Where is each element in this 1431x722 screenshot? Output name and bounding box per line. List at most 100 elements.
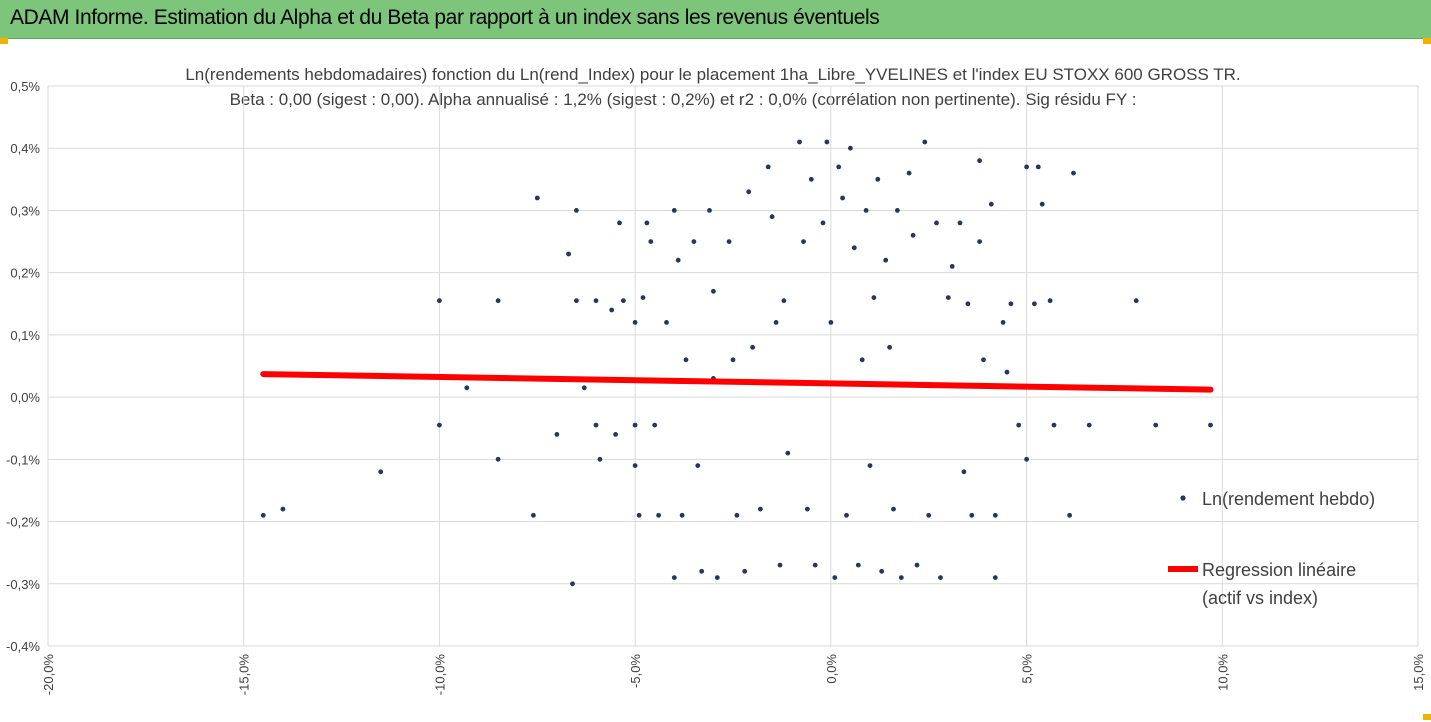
data-point [859, 357, 865, 363]
data-point [644, 220, 650, 226]
data-point [1016, 422, 1022, 428]
data-point [934, 220, 939, 226]
data-point [801, 239, 806, 245]
data-point [844, 512, 849, 518]
data-point [961, 469, 967, 475]
data-point [609, 307, 615, 313]
data-point [910, 232, 916, 238]
x-tick-label: 0,0% [824, 654, 839, 684]
data-point [632, 463, 638, 468]
data-point [730, 357, 736, 363]
data-point [675, 257, 681, 263]
data-point [977, 239, 982, 245]
data-point [957, 220, 963, 226]
data-point [828, 320, 834, 325]
data-point [883, 257, 889, 263]
data-point [1039, 201, 1045, 207]
data-point [977, 158, 982, 164]
data-point [805, 506, 810, 512]
data-point [988, 201, 994, 207]
data-point [636, 512, 642, 518]
data-point [891, 506, 896, 512]
y-tick-label: 0,1% [10, 328, 40, 343]
data-point [581, 385, 587, 391]
data-point [769, 214, 775, 220]
data-point [797, 139, 802, 145]
data-point [965, 301, 971, 307]
data-point [1133, 298, 1139, 304]
data-point [280, 506, 286, 512]
data-point [871, 295, 877, 300]
data-point [863, 208, 869, 213]
data-point [765, 164, 771, 170]
y-tick-label: -0,4% [6, 639, 40, 654]
y-tick-label: 0,2% [10, 266, 40, 281]
legend-label-points: Ln(rendement hebdo) [1202, 489, 1375, 509]
data-point [926, 512, 932, 518]
data-point [734, 512, 740, 518]
data-point [969, 512, 975, 518]
data-point [836, 164, 842, 170]
data-point [574, 298, 579, 304]
data-point [1086, 422, 1092, 428]
data-point [464, 385, 470, 391]
y-tick-label: 0,3% [10, 203, 40, 218]
data-point [495, 298, 501, 304]
data-point [992, 512, 998, 518]
legend-label-regression-line2: (actif vs index) [1202, 588, 1318, 608]
data-point [597, 456, 603, 462]
data-point [711, 288, 716, 294]
data-point [1051, 422, 1057, 428]
data-point [1035, 164, 1041, 170]
x-tick-label: -5,0% [628, 654, 643, 688]
data-point [671, 208, 677, 213]
report-title: ADAM Informe. Estimation du Alpha et du … [10, 6, 880, 29]
y-tick-label: 0,5% [10, 79, 40, 94]
x-tick-label: -15,0% [237, 654, 252, 696]
data-point [632, 422, 638, 428]
data-point [621, 298, 626, 304]
data-point [1024, 164, 1029, 170]
data-point [855, 562, 861, 568]
chart-title: Ln(rendements hebdomadaires) fonction du… [185, 65, 1240, 84]
data-point [746, 189, 752, 195]
y-axis-tick-labels: 0,5% 0,4% 0,3% 0,2% 0,1% 0,0% -0,1% -0,2% -0,3% -… [6, 79, 40, 654]
data-point [895, 208, 900, 213]
data-point [714, 575, 720, 580]
corner-mark-top-left [0, 38, 8, 44]
data-point [992, 575, 998, 580]
data-point [437, 298, 442, 304]
data-point [820, 220, 826, 226]
y-tick-label: -0,1% [6, 452, 40, 467]
data-point [1032, 301, 1037, 307]
data-point [613, 432, 618, 437]
data-point [726, 239, 732, 245]
report-banner: ADAM Informe. Estimation du Alpha et du … [0, 0, 1431, 39]
data-point [671, 575, 677, 580]
data-point [260, 512, 266, 518]
chart-subtitle: Beta : 0,00 (sigest : 0,00). Alpha annua… [230, 90, 1137, 109]
y-tick-label: 0,0% [10, 390, 40, 405]
data-point [695, 463, 701, 468]
data-point [949, 264, 955, 269]
data-point [531, 512, 536, 518]
data-point [848, 145, 853, 151]
data-point [750, 344, 755, 350]
data-point [773, 320, 779, 325]
scatter-chart: Ln(rendements hebdomadaires) fonction du… [6, 65, 1426, 696]
legend: Ln(rendement hebdo) Regression linéaire (a… [1168, 489, 1375, 608]
data-point [1024, 456, 1029, 462]
data-point [945, 295, 951, 300]
data-point [1008, 301, 1014, 307]
data-point [593, 298, 599, 304]
data-point [1208, 422, 1213, 428]
data-point [840, 195, 845, 201]
data-point [758, 506, 763, 512]
data-point [574, 208, 579, 213]
data-point [617, 220, 622, 226]
data-point [867, 463, 873, 468]
data-point [851, 245, 857, 251]
data-point [808, 176, 814, 182]
legend-label-regression: Regression linéaire [1202, 560, 1356, 580]
